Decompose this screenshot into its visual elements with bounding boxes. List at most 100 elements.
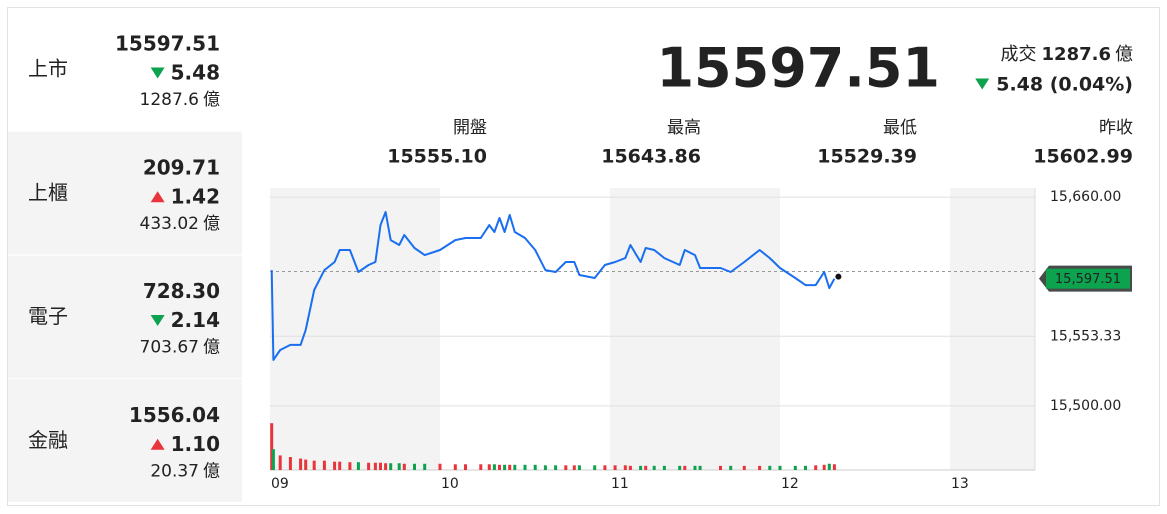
price-tag-label: 15,597.51	[1055, 272, 1121, 287]
market-row	[8, 379, 242, 502]
time-band	[270, 188, 440, 470]
market-name: 金融	[28, 428, 68, 452]
volume-value: 20.37	[150, 461, 199, 481]
x-tick-label: 11	[611, 476, 629, 492]
trade-value: 1287.6	[1042, 44, 1111, 65]
stat-label: 最高	[667, 118, 701, 138]
volume-bar	[778, 465, 782, 470]
market-change: 2.14	[171, 308, 220, 332]
summary-arrow	[975, 78, 990, 90]
market-name: 電子	[28, 304, 68, 328]
volume-bar	[492, 464, 496, 470]
change-arrow	[150, 191, 165, 203]
volume-bar	[312, 460, 316, 470]
volume-bar	[304, 459, 308, 470]
last-point	[835, 273, 842, 280]
volume-bar	[384, 463, 388, 470]
x-tick-label: 13	[951, 476, 969, 492]
volume-bar	[644, 465, 648, 470]
volume-bar	[356, 462, 360, 470]
volume-bar	[498, 464, 501, 470]
market-value: 15597.51	[115, 32, 220, 56]
current-price: 15597.51	[656, 37, 940, 100]
stat-value: 15602.99	[1033, 146, 1133, 168]
market-row	[8, 255, 242, 379]
trade-volume: 成交 1287.6 億	[1001, 44, 1133, 65]
market-value: 1556.04	[129, 403, 220, 427]
volume-bar	[453, 464, 457, 470]
market-volume: 433.02 億	[140, 214, 220, 234]
volume-bar	[822, 464, 826, 470]
volume-bar	[402, 463, 406, 470]
volume-bar	[373, 462, 377, 470]
volume-bar	[348, 462, 352, 470]
volume-bar	[299, 458, 303, 470]
volume-unit: 億	[203, 214, 220, 234]
volume-bar	[397, 463, 401, 470]
volume-bar	[523, 464, 527, 470]
volume-bar	[832, 464, 836, 470]
summary-change: 5.48 (0.04%)	[996, 74, 1133, 96]
volume-bar	[827, 463, 831, 470]
volume-bar	[678, 465, 682, 470]
volume-bar	[719, 465, 722, 470]
volume-bar	[742, 465, 746, 470]
stat-value: 15643.86	[601, 146, 701, 168]
change-arrow	[150, 315, 165, 326]
volume-bar	[533, 464, 537, 470]
market-volume: 1287.6 億	[140, 90, 220, 110]
volume-unit: 億	[203, 338, 220, 358]
volume-bar	[572, 465, 576, 470]
volume-bar	[464, 464, 467, 470]
volume-unit: 億	[203, 461, 220, 481]
change-arrow	[150, 67, 165, 79]
volume-bar	[662, 465, 666, 470]
stat-value: 15555.10	[387, 146, 487, 168]
volume-bar	[503, 464, 507, 470]
market-value: 209.71	[143, 155, 220, 179]
volume-bar	[322, 460, 326, 470]
volume-bar	[271, 449, 275, 470]
stat-label: 昨收	[1099, 118, 1133, 138]
market-row	[8, 131, 242, 255]
market-volume: 20.37 億	[150, 461, 220, 481]
volume-bar	[554, 465, 558, 470]
time-band	[610, 188, 780, 470]
volume-bar	[333, 461, 337, 470]
volume-bar	[513, 464, 517, 470]
volume-bar	[577, 465, 581, 470]
market-change: 1.10	[171, 432, 220, 456]
volume-bar	[487, 464, 491, 470]
volume-bar	[628, 465, 632, 470]
volume-bar	[543, 465, 547, 470]
price-tag	[1046, 268, 1130, 289]
volume-bar	[814, 465, 818, 470]
volume-bar	[652, 465, 656, 470]
volume-bar	[729, 465, 733, 470]
market-value: 728.30	[143, 279, 220, 303]
volume-bar	[270, 423, 274, 470]
market-name: 上櫃	[28, 180, 68, 204]
y-tick-label: 15,553.33	[1050, 328, 1121, 344]
intraday-chart: 09 10 11 12 13 15,660.00 15,553.33 15,500.00 15,…	[270, 188, 1132, 492]
volume-bar	[639, 465, 643, 470]
y-tick-label: 15,660.00	[1050, 189, 1121, 205]
volume-unit: 億	[203, 90, 220, 110]
volume-bar	[623, 465, 627, 470]
market-change: 5.48	[171, 61, 220, 85]
market-name: 上市	[28, 57, 68, 81]
volume-bar	[423, 463, 427, 470]
stat-label: 最低	[883, 118, 917, 138]
trade-label: 成交	[1001, 44, 1037, 65]
market-change: 1.42	[171, 184, 220, 208]
price-line	[270, 211, 836, 361]
market-row	[8, 8, 242, 131]
volume-bar	[768, 465, 772, 470]
volume-bar	[593, 465, 597, 470]
volume-bar	[603, 465, 607, 470]
market-volume: 703.67 億	[140, 338, 220, 358]
y-tick-label: 15,500.00	[1050, 398, 1121, 414]
volume-bar	[379, 462, 382, 470]
stat-value: 15529.39	[817, 146, 917, 168]
